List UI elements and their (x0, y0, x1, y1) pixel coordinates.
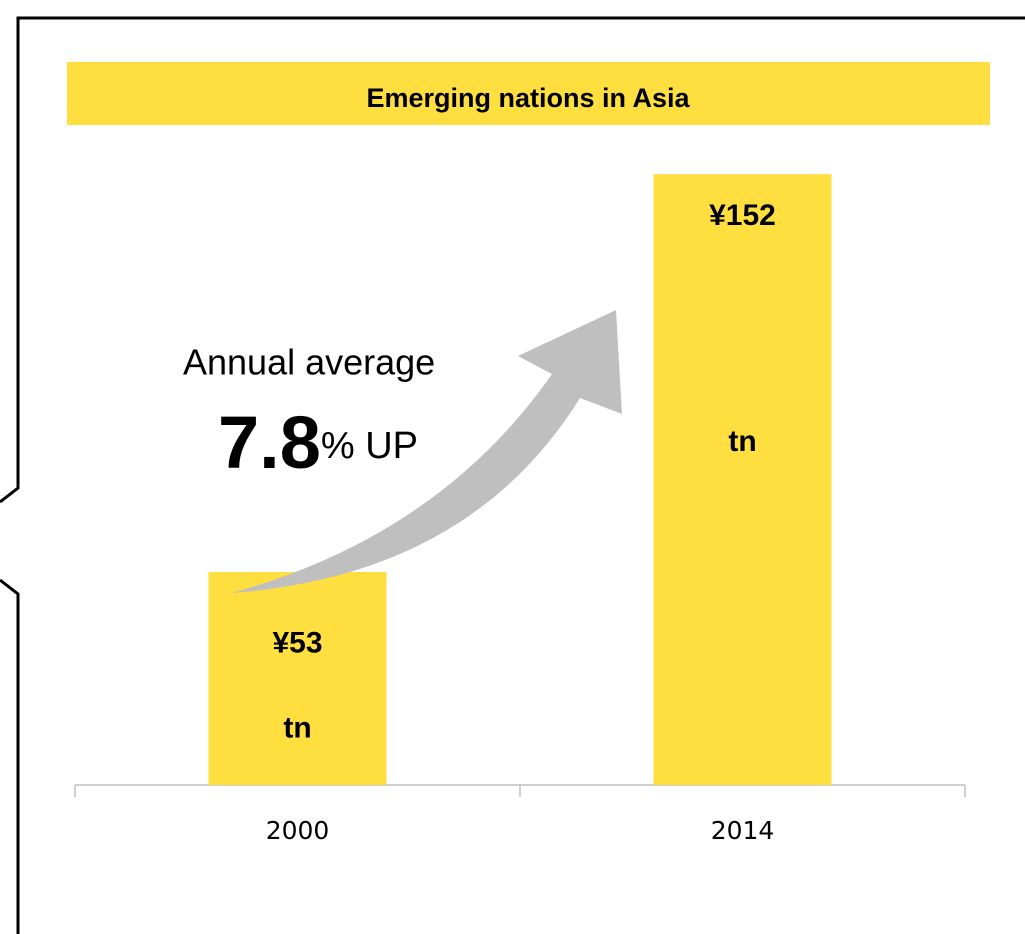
value-label: ¥53 (272, 626, 322, 659)
value-label: tn (283, 712, 311, 745)
x-tick-label: 2014 (711, 816, 775, 845)
value-label: tn (728, 425, 756, 458)
x-tick-label: 2000 (266, 816, 330, 845)
annotation-suffix: % UP (321, 425, 418, 467)
title-band (67, 62, 990, 125)
annotation-growth: 7.8% UP (218, 401, 418, 484)
growth-arrow (232, 310, 622, 593)
annotation-line: Annual average (183, 342, 435, 383)
chart-title: Emerging nations in Asia (366, 83, 690, 113)
value-label: ¥152 (709, 199, 776, 232)
bar (208, 572, 387, 785)
bar (653, 174, 832, 785)
callout-frame (0, 16, 1025, 934)
annotation-value: 7.8 (218, 401, 321, 484)
